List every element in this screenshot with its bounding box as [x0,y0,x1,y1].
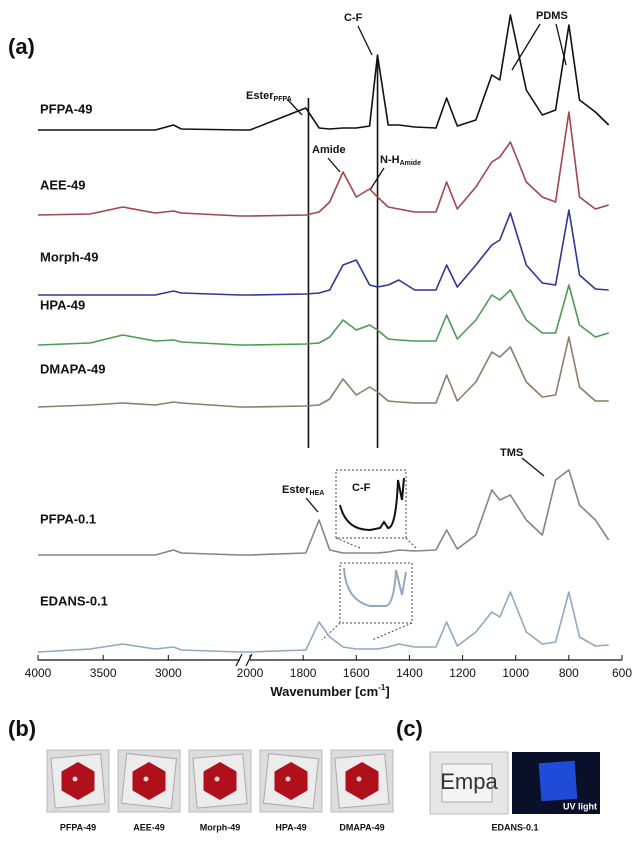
spectrum [38,14,610,131]
sample-mark [214,776,220,782]
axis-break [235,653,253,667]
series-label: DMAPA-49 [40,361,106,376]
inset-curve [343,567,407,607]
series-label: AEE-49 [40,177,86,192]
caption: Morph-49 [200,822,241,832]
x-tick-label: 4000 [25,666,52,680]
inset-label: C-F [352,482,371,494]
spectrum [37,591,609,653]
series-label: HPA-49 [40,297,85,312]
annotation-sub: PFPA [274,96,292,103]
photo-text: Empa [440,769,498,794]
inset [335,469,407,539]
caption: DMAPA-49 [339,822,384,832]
x-tick-label: 1600 [343,666,370,680]
spectrum [38,469,610,556]
annotation: Amide [312,144,346,156]
inset-link [335,537,417,549]
x-tick-label: 800 [559,666,579,680]
sample [345,762,379,800]
x-tick-label: 2000 [237,666,264,680]
series-label: EDANS-0.1 [40,593,108,608]
caption: HPA-49 [275,822,306,832]
sample [203,762,237,800]
spectrum [38,209,609,296]
x-tick-label: 3500 [90,666,117,680]
annotation-text: N-H [380,154,400,166]
x-tick-label: 600 [612,666,632,680]
arrow [357,25,373,56]
x-tick-label: 1800 [290,666,317,680]
series-label: PFPA-0.1 [40,511,96,526]
x-tick-label: 1000 [502,666,529,680]
sample [274,762,308,800]
sample-mark [356,776,362,782]
panel-label: (c) [396,716,423,741]
sample-mark [143,776,149,782]
caption: EDANS-0.1 [491,822,538,832]
x-tick-label: 1200 [449,666,476,680]
annotation-text: Ester [282,484,310,496]
inset-curve [339,477,405,532]
sample-mark [285,776,291,782]
x-tick-label: 3000 [155,666,182,680]
x-label-end: ] [385,684,389,699]
annotation: N-HAmide [380,154,421,167]
spectrum [37,284,609,346]
arrow [327,157,341,173]
fluorescent-film [538,760,578,802]
annotation: EsterHEA [282,484,324,497]
sample [132,762,166,800]
photo-text: UV light [563,801,597,811]
panel-label: (a) [8,34,35,59]
caption: PFPA-49 [60,822,96,832]
film [441,763,493,803]
annotation: EsterPFPA [246,90,292,103]
series-label: PFPA-49 [40,101,93,116]
annotation-sub: HEA [310,490,325,497]
x-axis-label: Wavenumber [cm-1] [270,683,389,699]
arrow [521,457,545,477]
sample [61,762,95,800]
annotation: C-F [344,12,363,24]
x-tick-label: 1400 [396,666,423,680]
annotation: PDMS [536,10,568,22]
sample-mark [72,776,78,782]
x-label-sup: -1 [378,683,386,692]
spectrum [37,111,609,217]
arrow [305,497,319,513]
annotation-text: Ester [246,90,274,102]
panel-label: (b) [8,716,36,741]
series-label: Morph-49 [40,249,99,264]
x-label-text: Wavenumber [cm [270,684,378,699]
inset-link [321,622,413,641]
spectrum [37,336,609,408]
annotation-sub: Amide [400,160,422,167]
annotation: TMS [500,447,523,459]
arrow [287,99,303,116]
caption: AEE-49 [133,822,165,832]
